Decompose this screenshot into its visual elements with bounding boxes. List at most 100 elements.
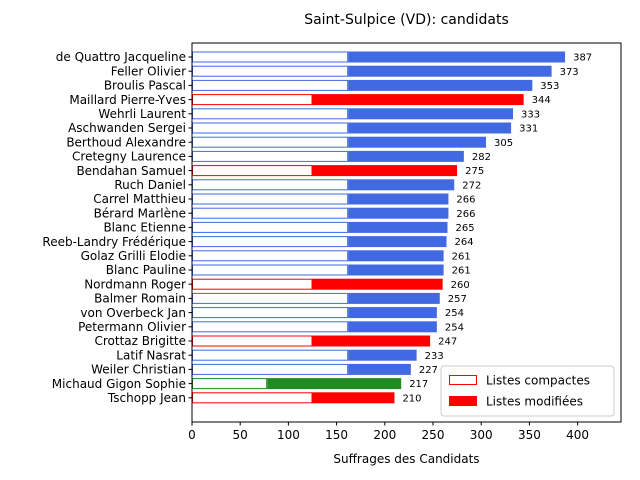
y-tick-label: Weiler Christian	[91, 363, 186, 377]
data-label: 257	[448, 294, 467, 305]
bar-compact	[192, 65, 349, 77]
y-tick-label: Aschwanden Sergei	[68, 121, 186, 135]
x-tick-label: 300	[470, 428, 493, 442]
x-tick-label: 150	[325, 428, 348, 442]
data-label: 217	[409, 379, 428, 390]
x-tick-label: 250	[422, 428, 445, 442]
y-tick-label: von Overbeck Jan	[80, 306, 186, 320]
y-tick-label: Nordmann Roger	[84, 277, 186, 291]
bar-modified	[348, 264, 444, 276]
y-tick-label: Berthoud Alexandre	[66, 135, 186, 149]
data-label: 254	[445, 308, 464, 319]
x-tick-label: 0	[188, 428, 196, 442]
bar-modified	[348, 307, 437, 319]
legend: Listes compactes Listes modifiées	[440, 365, 615, 417]
bar-modified	[348, 65, 552, 77]
data-label: 266	[456, 209, 475, 220]
legend-box	[440, 365, 615, 417]
y-tick-label: Blanc Pauline	[106, 263, 186, 277]
bar-modified	[348, 51, 566, 63]
data-label: 333	[521, 109, 540, 120]
bar-compact	[192, 250, 349, 262]
bar-compact	[192, 363, 349, 375]
data-label: 272	[462, 180, 481, 191]
legend-label: Listes compactes	[486, 374, 590, 388]
bar-modified	[348, 193, 449, 205]
y-tick-label: Bendahan Samuel	[76, 164, 186, 178]
bar-modified	[348, 292, 440, 304]
bar-compact	[192, 321, 349, 333]
bar-compact	[192, 165, 313, 177]
data-label: 261	[452, 251, 471, 262]
data-label: 254	[445, 322, 464, 333]
bar-modified	[348, 250, 444, 262]
data-label: 247	[438, 337, 457, 348]
bar-compact	[192, 349, 349, 361]
bar-compact	[192, 193, 349, 205]
y-tick-label: Bérard Marlène	[94, 206, 186, 220]
bar-modified	[348, 122, 512, 134]
data-label: 210	[402, 393, 421, 404]
bar-modified	[348, 179, 455, 191]
y-tick-label: de Quattro Jacqueline	[56, 50, 186, 64]
data-label: 387	[573, 53, 592, 64]
bar-modified	[348, 221, 448, 233]
data-label: 353	[540, 81, 559, 92]
y-tick-label: Golaz Grilli Elodie	[81, 249, 186, 263]
bar-modified	[348, 349, 417, 361]
bar-compact	[192, 136, 349, 148]
data-label: 266	[456, 195, 475, 206]
data-label: 282	[472, 152, 491, 163]
y-tick-label: Crottaz Brigitte	[94, 334, 186, 348]
bar-modified	[267, 378, 402, 390]
data-label: 373	[560, 67, 579, 78]
bar-modified	[312, 165, 458, 177]
x-tick-label: 350	[518, 428, 541, 442]
bar-modified	[312, 335, 431, 347]
bar-modified	[348, 363, 411, 375]
bar-compact	[192, 79, 349, 91]
y-tick-label: Petermann Olivier	[78, 320, 186, 334]
x-tick-label: 200	[373, 428, 396, 442]
bar-compact	[192, 150, 349, 162]
legend-swatch-filled	[449, 396, 477, 406]
x-ticks: 0 50 100 150 200 250 300 350 400	[188, 422, 589, 442]
data-label: 265	[455, 223, 474, 234]
y-tick-label: Cretegny Laurence	[72, 150, 186, 164]
data-label: 264	[455, 237, 474, 248]
data-label: 261	[452, 266, 471, 277]
plot-frame	[191, 42, 622, 423]
legend-swatch-outline	[449, 375, 477, 385]
bar-compact	[192, 122, 349, 134]
bar-compact	[192, 335, 313, 347]
data-label: 227	[419, 365, 438, 376]
y-tick-label: Tschopp Jean	[107, 391, 186, 405]
bar-compact	[192, 221, 349, 233]
bar-modified	[348, 207, 449, 219]
bar-compact	[192, 307, 349, 319]
bar-modified	[348, 150, 464, 162]
data-label: 233	[425, 351, 444, 362]
bar-modified	[348, 136, 487, 148]
bar-modified	[312, 94, 524, 106]
bar-compact	[192, 236, 349, 248]
legend-label: Listes modifiées	[486, 395, 583, 409]
x-tick-label: 50	[233, 428, 248, 442]
x-axis-label: Suffrages des Candidats	[333, 452, 479, 466]
y-tick-label: Broulis Pascal	[104, 79, 186, 93]
bar-modified	[348, 79, 533, 91]
bar-compact	[192, 51, 349, 63]
data-label: 260	[451, 280, 470, 291]
bar-compact	[192, 392, 313, 404]
bar-modified	[348, 108, 514, 120]
bar-modified	[312, 278, 443, 290]
y-tick-label: Ruch Daniel	[114, 178, 186, 192]
data-label: 275	[465, 166, 484, 177]
y-tick-label: Latif Nasrat	[116, 348, 186, 362]
data-label: 331	[519, 124, 538, 135]
y-tick-label: Blanc Etienne	[103, 221, 186, 235]
y-tick-label: Michaud Gigon Sophie	[52, 377, 186, 391]
chart-title: Saint-Sulpice (VD): candidats	[304, 12, 509, 28]
